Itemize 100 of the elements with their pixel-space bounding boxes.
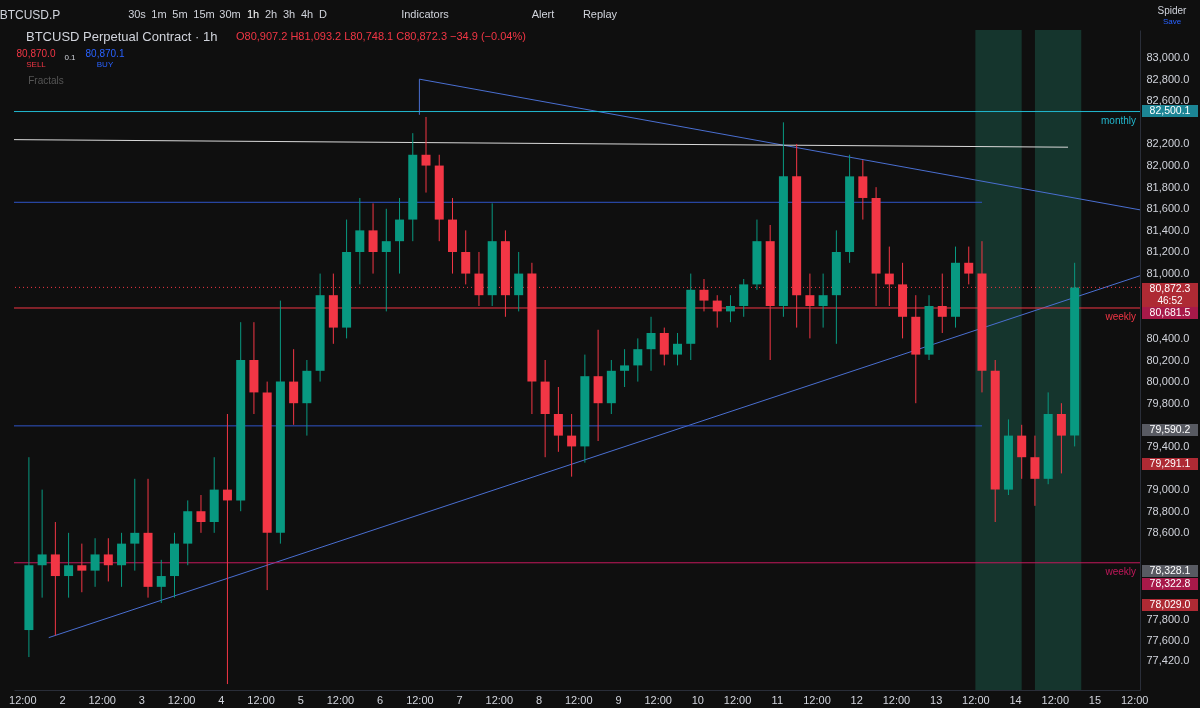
annotation: BUY <box>96 60 114 69</box>
text: 78,029.0 <box>1149 598 1191 610</box>
candlestick <box>1056 402 1066 474</box>
candlestick <box>156 559 166 604</box>
y-tick-label: 78,800.0 <box>1146 504 1190 517</box>
candlestick <box>117 532 127 588</box>
x-tick-label: 12:00 <box>1041 693 1070 706</box>
y-tick-label: 77,800.0 <box>1146 612 1190 625</box>
candlestick <box>64 532 74 599</box>
candlestick <box>725 294 735 323</box>
text: 2h <box>264 8 278 20</box>
y-tick-label: 79,800.0 <box>1146 396 1190 409</box>
x-tick-label: 3 <box>138 693 145 706</box>
y-tick-label: 81,200.0 <box>1146 245 1190 258</box>
candlestick <box>567 413 577 478</box>
y-tick-label: 77,420.0 <box>1146 653 1190 666</box>
candlestick <box>1030 435 1040 507</box>
x-tick-label: 4 <box>218 693 225 706</box>
text: 46:52 <box>1157 295 1183 306</box>
y-tick-label: 81,000.0 <box>1146 267 1190 280</box>
x-tick-label: 13 <box>930 693 943 706</box>
candlestick <box>355 197 365 285</box>
ref-line-label: monthly <box>1100 114 1136 126</box>
text: 78,322.8 <box>1149 577 1191 589</box>
x-tick-label: 12:00 <box>167 693 196 706</box>
x-tick-label: 12:00 <box>247 693 275 706</box>
text: 3h <box>282 8 296 20</box>
x-tick-label: 14 <box>1009 693 1022 706</box>
x-tick-label: 12:00 <box>9 693 37 706</box>
candlestick <box>514 251 524 312</box>
candlestick <box>77 543 87 593</box>
x-tick-label: 12:00 <box>406 693 434 706</box>
x-tick-label: 12:00 <box>962 693 990 706</box>
y-tick-label: 81,400.0 <box>1146 223 1190 236</box>
candlestick <box>196 494 206 534</box>
y-tick-label: 81,600.0 <box>1146 202 1190 215</box>
candlestick <box>858 159 868 221</box>
text: 1m <box>151 8 167 20</box>
text: 30s <box>128 8 147 20</box>
annotation: 0.1 <box>64 53 77 62</box>
text: BTCUSD.P <box>0 8 61 22</box>
x-tick-label: 12:00 <box>1120 693 1149 706</box>
x-tick-label: 12:00 <box>803 693 831 706</box>
text: 4h <box>300 8 314 20</box>
x-tick-label: 5 <box>297 693 304 706</box>
text: Save <box>1162 17 1182 26</box>
x-tick-label: 12:00 <box>326 693 355 706</box>
candlestick <box>633 337 643 383</box>
candlestick <box>818 273 828 329</box>
annotation: 80,870.0 <box>16 48 56 59</box>
candlestick <box>1017 424 1027 480</box>
text: D <box>319 8 328 20</box>
annotation: Fractals <box>28 75 64 86</box>
y-tick-label: 77,600.0 <box>1146 634 1190 647</box>
y-tick-label: 82,200.0 <box>1146 137 1190 150</box>
x-tick-label: 9 <box>615 693 622 706</box>
x-tick-label: 12:00 <box>88 693 116 706</box>
y-tick-label: 82,000.0 <box>1146 159 1190 172</box>
text: 1h <box>246 8 260 20</box>
x-tick-label: 12 <box>850 693 863 706</box>
candlestick <box>553 386 563 453</box>
x-tick-label: 12:00 <box>882 693 911 706</box>
candlestick <box>222 413 232 685</box>
text: 30m <box>219 8 241 20</box>
candlestick <box>646 316 656 372</box>
y-tick-label: 83,000.0 <box>1146 51 1190 64</box>
candlestick <box>103 537 113 582</box>
candlestick <box>37 489 47 599</box>
candlestick <box>289 348 299 426</box>
y-tick-label: 80,400.0 <box>1146 331 1190 344</box>
y-tick-label: 81,800.0 <box>1146 180 1190 193</box>
chart-subtitle: O80,907.2 H81,093.2 L80,748.1 C80,872.3 −34.9 (−0.04%) <box>236 30 526 42</box>
text: Spider <box>1157 5 1188 16</box>
candlestick <box>90 537 100 588</box>
y-tick-label: 82,600.0 <box>1146 94 1190 107</box>
text: Replay <box>582 8 618 20</box>
text: 80,872.3 <box>1149 282 1191 294</box>
candlestick <box>368 202 378 275</box>
y-tick-label: 80,200.0 <box>1146 353 1190 366</box>
text: 79,291.1 <box>1149 457 1191 469</box>
candlestick <box>659 327 669 366</box>
x-tick-label: 12:00 <box>564 693 593 706</box>
candlestick <box>620 348 630 388</box>
candlestick <box>381 208 391 312</box>
candlestick <box>673 332 683 366</box>
x-tick-label: 2 <box>59 693 66 706</box>
candlestick <box>461 229 471 285</box>
x-tick-label: 15 <box>1088 693 1102 706</box>
candlestick <box>421 116 431 194</box>
text: Indicators <box>401 8 450 20</box>
x-tick-label: 6 <box>377 693 384 706</box>
y-tick-label: 79,000.0 <box>1146 483 1190 496</box>
x-tick-label: 10 <box>691 693 704 706</box>
ref-line-label: weekly <box>1104 565 1136 577</box>
y-tick-label: 79,400.0 <box>1146 439 1190 452</box>
y-tick-label: 78,600.0 <box>1146 526 1190 539</box>
y-tick-label: 80,000.0 <box>1146 375 1190 388</box>
text: 78,328.1 <box>1149 564 1191 576</box>
text: 80,681.5 <box>1149 306 1191 318</box>
text: 82,500.1 <box>1149 104 1191 116</box>
